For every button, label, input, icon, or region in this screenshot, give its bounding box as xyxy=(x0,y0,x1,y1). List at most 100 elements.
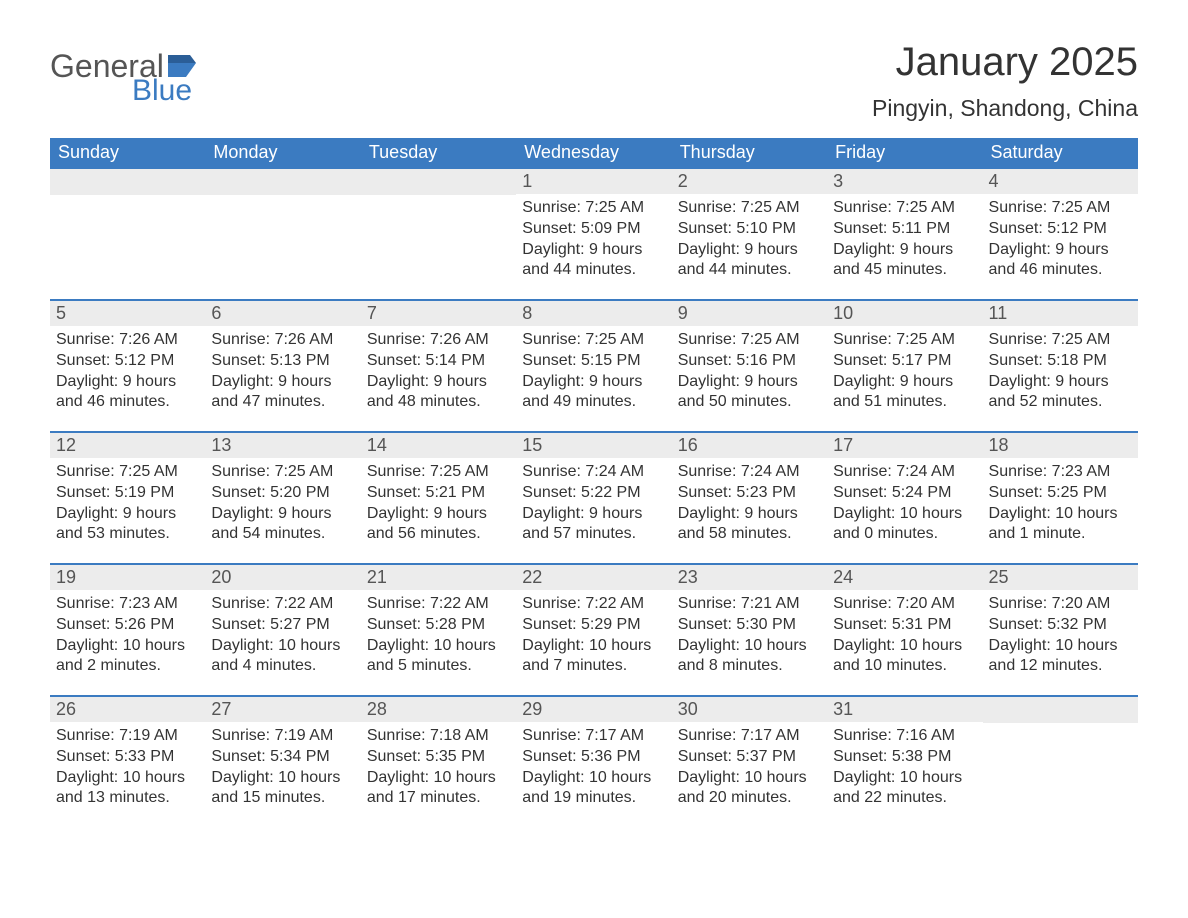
daylight-text: Daylight: 10 hours and 20 minutes. xyxy=(678,768,821,810)
calendar-day-cell: 7Sunrise: 7:26 AMSunset: 5:14 PMDaylight… xyxy=(361,300,516,432)
calendar-day-cell: 12Sunrise: 7:25 AMSunset: 5:19 PMDayligh… xyxy=(50,432,205,564)
day-content: Sunrise: 7:19 AMSunset: 5:34 PMDaylight:… xyxy=(205,722,360,817)
sunset-text: Sunset: 5:18 PM xyxy=(989,351,1132,372)
calendar-week-row: 1Sunrise: 7:25 AMSunset: 5:09 PMDaylight… xyxy=(50,168,1138,300)
daylight-text: Daylight: 9 hours and 45 minutes. xyxy=(833,240,976,282)
sunset-text: Sunset: 5:17 PM xyxy=(833,351,976,372)
calendar-day-cell: 26Sunrise: 7:19 AMSunset: 5:33 PMDayligh… xyxy=(50,696,205,828)
calendar-week-row: 5Sunrise: 7:26 AMSunset: 5:12 PMDaylight… xyxy=(50,300,1138,432)
sunset-text: Sunset: 5:10 PM xyxy=(678,219,821,240)
day-number: 20 xyxy=(205,565,360,590)
sunset-text: Sunset: 5:12 PM xyxy=(56,351,199,372)
sunrise-text: Sunrise: 7:25 AM xyxy=(522,198,665,219)
logo-text-blue: Blue xyxy=(132,76,192,106)
calendar-day-cell xyxy=(205,168,360,300)
day-number: 26 xyxy=(50,697,205,722)
daylight-text: Daylight: 10 hours and 12 minutes. xyxy=(989,636,1132,678)
sunset-text: Sunset: 5:22 PM xyxy=(522,483,665,504)
sunset-text: Sunset: 5:30 PM xyxy=(678,615,821,636)
day-number xyxy=(205,169,360,195)
calendar-week-row: 12Sunrise: 7:25 AMSunset: 5:19 PMDayligh… xyxy=(50,432,1138,564)
daylight-text: Daylight: 10 hours and 8 minutes. xyxy=(678,636,821,678)
sunset-text: Sunset: 5:15 PM xyxy=(522,351,665,372)
daylight-text: Daylight: 9 hours and 48 minutes. xyxy=(367,372,510,414)
calendar-day-cell: 5Sunrise: 7:26 AMSunset: 5:12 PMDaylight… xyxy=(50,300,205,432)
day-content: Sunrise: 7:24 AMSunset: 5:24 PMDaylight:… xyxy=(827,458,982,553)
calendar-day-cell xyxy=(50,168,205,300)
day-content: Sunrise: 7:25 AMSunset: 5:10 PMDaylight:… xyxy=(672,194,827,289)
sunrise-text: Sunrise: 7:20 AM xyxy=(833,594,976,615)
calendar-day-cell: 23Sunrise: 7:21 AMSunset: 5:30 PMDayligh… xyxy=(672,564,827,696)
daylight-text: Daylight: 9 hours and 57 minutes. xyxy=(522,504,665,546)
daylight-text: Daylight: 10 hours and 1 minute. xyxy=(989,504,1132,546)
day-content: Sunrise: 7:25 AMSunset: 5:21 PMDaylight:… xyxy=(361,458,516,553)
day-number: 15 xyxy=(516,433,671,458)
calendar-day-cell: 10Sunrise: 7:25 AMSunset: 5:17 PMDayligh… xyxy=(827,300,982,432)
day-number: 27 xyxy=(205,697,360,722)
sunrise-text: Sunrise: 7:23 AM xyxy=(989,462,1132,483)
day-content: Sunrise: 7:26 AMSunset: 5:12 PMDaylight:… xyxy=(50,326,205,421)
day-header: Tuesday xyxy=(361,138,516,168)
location-label: Pingyin, Shandong, China xyxy=(872,95,1138,122)
day-number: 1 xyxy=(516,169,671,194)
day-number: 10 xyxy=(827,301,982,326)
day-content: Sunrise: 7:16 AMSunset: 5:38 PMDaylight:… xyxy=(827,722,982,817)
sunrise-text: Sunrise: 7:25 AM xyxy=(56,462,199,483)
sunrise-text: Sunrise: 7:25 AM xyxy=(989,330,1132,351)
sunrise-text: Sunrise: 7:22 AM xyxy=(211,594,354,615)
sunrise-text: Sunrise: 7:25 AM xyxy=(833,198,976,219)
calendar-day-cell: 19Sunrise: 7:23 AMSunset: 5:26 PMDayligh… xyxy=(50,564,205,696)
daylight-text: Daylight: 10 hours and 17 minutes. xyxy=(367,768,510,810)
day-content: Sunrise: 7:25 AMSunset: 5:11 PMDaylight:… xyxy=(827,194,982,289)
sunset-text: Sunset: 5:32 PM xyxy=(989,615,1132,636)
daylight-text: Daylight: 10 hours and 22 minutes. xyxy=(833,768,976,810)
calendar-day-cell: 18Sunrise: 7:23 AMSunset: 5:25 PMDayligh… xyxy=(983,432,1138,564)
sunrise-text: Sunrise: 7:22 AM xyxy=(367,594,510,615)
sunset-text: Sunset: 5:11 PM xyxy=(833,219,976,240)
sunrise-text: Sunrise: 7:17 AM xyxy=(678,726,821,747)
sunrise-text: Sunrise: 7:21 AM xyxy=(678,594,821,615)
daylight-text: Daylight: 9 hours and 56 minutes. xyxy=(367,504,510,546)
day-content: Sunrise: 7:20 AMSunset: 5:32 PMDaylight:… xyxy=(983,590,1138,685)
sunrise-text: Sunrise: 7:25 AM xyxy=(833,330,976,351)
sunrise-text: Sunrise: 7:25 AM xyxy=(367,462,510,483)
calendar-day-cell: 16Sunrise: 7:24 AMSunset: 5:23 PMDayligh… xyxy=(672,432,827,564)
sunset-text: Sunset: 5:25 PM xyxy=(989,483,1132,504)
daylight-text: Daylight: 10 hours and 10 minutes. xyxy=(833,636,976,678)
calendar-day-cell: 13Sunrise: 7:25 AMSunset: 5:20 PMDayligh… xyxy=(205,432,360,564)
day-number xyxy=(983,697,1138,723)
sunrise-text: Sunrise: 7:24 AM xyxy=(678,462,821,483)
day-content: Sunrise: 7:26 AMSunset: 5:14 PMDaylight:… xyxy=(361,326,516,421)
sunrise-text: Sunrise: 7:26 AM xyxy=(56,330,199,351)
day-content: Sunrise: 7:20 AMSunset: 5:31 PMDaylight:… xyxy=(827,590,982,685)
day-content: Sunrise: 7:25 AMSunset: 5:16 PMDaylight:… xyxy=(672,326,827,421)
sunrise-text: Sunrise: 7:20 AM xyxy=(989,594,1132,615)
sunset-text: Sunset: 5:23 PM xyxy=(678,483,821,504)
calendar-day-cell: 24Sunrise: 7:20 AMSunset: 5:31 PMDayligh… xyxy=(827,564,982,696)
sunset-text: Sunset: 5:34 PM xyxy=(211,747,354,768)
sunset-text: Sunset: 5:28 PM xyxy=(367,615,510,636)
calendar-table: Sunday Monday Tuesday Wednesday Thursday… xyxy=(50,138,1138,828)
sunrise-text: Sunrise: 7:19 AM xyxy=(211,726,354,747)
day-content: Sunrise: 7:17 AMSunset: 5:37 PMDaylight:… xyxy=(672,722,827,817)
day-number: 8 xyxy=(516,301,671,326)
sunrise-text: Sunrise: 7:16 AM xyxy=(833,726,976,747)
day-number: 19 xyxy=(50,565,205,590)
daylight-text: Daylight: 10 hours and 7 minutes. xyxy=(522,636,665,678)
calendar-day-cell xyxy=(983,696,1138,828)
calendar-day-cell: 27Sunrise: 7:19 AMSunset: 5:34 PMDayligh… xyxy=(205,696,360,828)
daylight-text: Daylight: 9 hours and 58 minutes. xyxy=(678,504,821,546)
day-number: 24 xyxy=(827,565,982,590)
sunrise-text: Sunrise: 7:25 AM xyxy=(678,198,821,219)
header: General Blue January 2025 Pingyin, Shand… xyxy=(50,40,1138,132)
sunset-text: Sunset: 5:19 PM xyxy=(56,483,199,504)
day-content: Sunrise: 7:23 AMSunset: 5:25 PMDaylight:… xyxy=(983,458,1138,553)
daylight-text: Daylight: 10 hours and 0 minutes. xyxy=(833,504,976,546)
day-number: 7 xyxy=(361,301,516,326)
sunset-text: Sunset: 5:38 PM xyxy=(833,747,976,768)
day-content: Sunrise: 7:25 AMSunset: 5:09 PMDaylight:… xyxy=(516,194,671,289)
sunset-text: Sunset: 5:31 PM xyxy=(833,615,976,636)
day-content: Sunrise: 7:22 AMSunset: 5:29 PMDaylight:… xyxy=(516,590,671,685)
sunset-text: Sunset: 5:16 PM xyxy=(678,351,821,372)
day-number: 3 xyxy=(827,169,982,194)
